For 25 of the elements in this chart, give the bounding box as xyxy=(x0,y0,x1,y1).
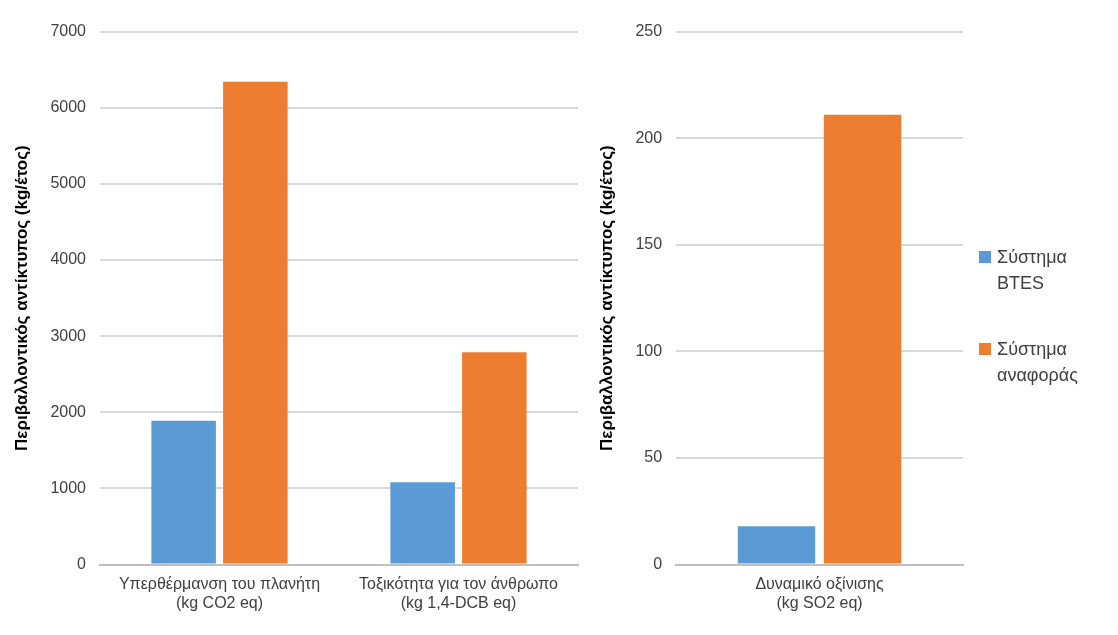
y-tick-label: 200 xyxy=(635,128,663,146)
y-tick-label: 250 xyxy=(635,22,663,40)
bar xyxy=(462,352,527,564)
y-axis-title: Περιβαλλοντικός αντίκτυπος (kg/έτος) xyxy=(11,145,31,451)
y-tick-label: 0 xyxy=(653,555,663,573)
y-tick-label: 1000 xyxy=(50,478,87,496)
y-axis-title: Περιβαλλοντικός αντίκτυπος (kg/έτος) xyxy=(596,145,616,451)
y-tick-label: 6000 xyxy=(50,98,87,116)
x-tick-label: Υπερθέρμανση του πλανήτη (kg CO2 eq) xyxy=(118,574,321,611)
x-tick-label: Δυναμικό οξίνισης (kg SO2 eq) xyxy=(755,574,884,611)
y-tick-label: 3000 xyxy=(50,326,87,344)
y-tick-label: 5000 xyxy=(50,174,87,192)
legend-label: Σύστημα BTES xyxy=(997,245,1068,295)
y-tick-label: 50 xyxy=(644,448,663,466)
bar xyxy=(151,420,216,564)
y-tick-label: 4000 xyxy=(50,250,87,268)
x-tick-label: Τοξικότητα για τον άνθρωπο (kg 1,4-DCB eq) xyxy=(358,574,559,611)
y-tick-label: 2000 xyxy=(50,402,87,420)
y-tick-label: 0 xyxy=(77,555,87,573)
bar xyxy=(223,81,288,564)
bar xyxy=(390,482,455,564)
y-tick-label: 150 xyxy=(635,235,663,253)
y-tick-label: 7000 xyxy=(50,22,87,40)
legend-label: Σύστημα αναφοράς xyxy=(997,337,1079,387)
y-tick-label: 100 xyxy=(635,341,663,359)
